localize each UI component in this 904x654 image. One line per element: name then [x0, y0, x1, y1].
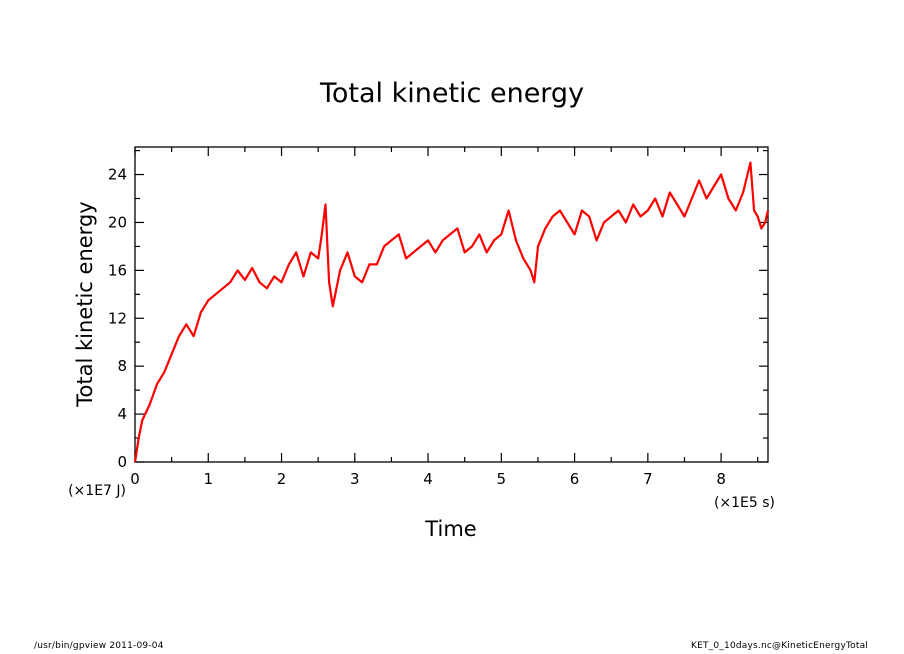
x-axis-unit: (×1E5 s) — [714, 495, 775, 511]
x-tick-label: 3 — [350, 470, 360, 488]
x-tick-label: 7 — [643, 470, 653, 488]
kinetic-energy-line — [133, 161, 770, 463]
x-tick-label: 6 — [570, 470, 580, 488]
y-axis-unit: (×1E7 J) — [68, 483, 126, 499]
y-tick-label: 0 — [117, 453, 127, 471]
x-tick-label: 0 — [130, 470, 140, 488]
y-tick-label: 20 — [108, 213, 127, 231]
footer-program-date: /usr/bin/gpview 2011-09-04 — [34, 641, 164, 651]
x-tick-label: 1 — [203, 470, 213, 488]
y-tick-label: 24 — [108, 166, 127, 184]
x-tick-label: 5 — [497, 470, 507, 488]
y-tick-label: 12 — [108, 309, 127, 327]
axis-ticks — [134, 147, 768, 463]
x-tick-label: 4 — [423, 470, 433, 488]
y-tick-label: 4 — [117, 405, 127, 423]
x-axis-label: Time — [424, 517, 476, 541]
chart-title: Total kinetic energy — [319, 78, 584, 109]
footer-data-source: KET_0_10days.nc@KineticEnergyTotal — [691, 641, 868, 651]
x-tick-label: 2 — [277, 470, 287, 488]
y-tick-label: 8 — [117, 357, 127, 375]
plot-frame — [134, 146, 769, 463]
y-axis-label: Total kinetic energy — [73, 201, 97, 407]
y-tick-label: 16 — [108, 261, 127, 279]
x-tick-label: 8 — [716, 470, 726, 488]
